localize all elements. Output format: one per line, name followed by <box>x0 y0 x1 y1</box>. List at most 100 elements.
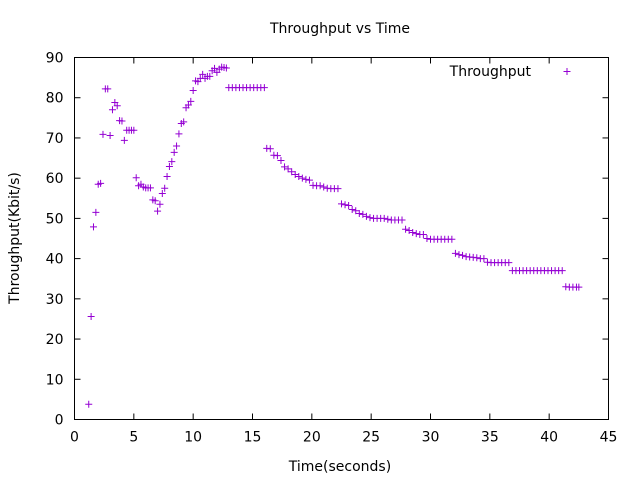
data-point <box>206 72 214 80</box>
data-point <box>305 176 313 184</box>
data-point <box>419 230 427 238</box>
y-tick-label: 40 <box>46 252 64 268</box>
x-tick-label: 10 <box>184 430 202 446</box>
y-tick-label: 30 <box>46 292 64 308</box>
data-point <box>132 174 140 182</box>
data-point <box>281 163 289 171</box>
y-axis-label: Throughput(Kbit/s) <box>7 172 23 305</box>
data-point <box>291 171 299 179</box>
legend-marker-glyph <box>563 68 571 75</box>
data-point <box>170 148 178 156</box>
data-point <box>455 251 463 259</box>
data-point <box>163 173 171 181</box>
data-point <box>108 106 116 114</box>
x-tick-label: 5 <box>129 430 138 446</box>
data-point <box>158 189 166 197</box>
data-point <box>320 183 328 191</box>
data-point <box>352 207 360 215</box>
data-point <box>187 97 195 105</box>
data-point <box>316 182 324 190</box>
data-point <box>106 132 114 140</box>
x-tick-label: 20 <box>303 430 321 446</box>
data-point <box>451 249 459 257</box>
data-point <box>222 64 230 72</box>
data-point <box>359 210 367 218</box>
data-point <box>366 214 374 222</box>
data-point <box>173 142 181 150</box>
data-point <box>180 118 188 126</box>
data-point <box>89 223 97 231</box>
x-tick-label: 35 <box>481 430 499 446</box>
data-point <box>284 165 292 173</box>
data-point <box>345 202 353 210</box>
data-point <box>459 251 467 259</box>
data-point <box>288 168 296 176</box>
data-point <box>118 117 126 125</box>
data-point <box>405 226 413 234</box>
data-point <box>211 64 219 72</box>
x-tick-label: 45 <box>600 430 618 446</box>
data-point <box>302 175 310 183</box>
data-point <box>120 136 128 144</box>
y-tick-label: 70 <box>46 131 64 147</box>
data-point <box>161 184 169 192</box>
data-point <box>448 235 456 243</box>
data-point <box>362 212 370 220</box>
data-point <box>184 101 192 109</box>
data-point <box>384 215 392 223</box>
data-point <box>130 126 138 134</box>
y-tick-label: 90 <box>46 51 64 67</box>
data-point <box>85 400 93 408</box>
data-point <box>97 179 105 187</box>
data-point <box>402 225 410 233</box>
data-point <box>355 210 363 218</box>
data-point <box>480 255 488 263</box>
y-tick-label: 80 <box>46 91 64 107</box>
data-point <box>104 85 112 93</box>
throughput-series <box>85 63 583 408</box>
x-tick-label: 0 <box>70 430 79 446</box>
x-tick-label: 40 <box>540 430 558 446</box>
x-axis-ticks: 0 5 10 15 20 25 30 35 40 45 <box>70 57 618 446</box>
data-point <box>165 163 173 171</box>
x-tick-label: 15 <box>244 430 262 446</box>
data-point <box>423 235 431 242</box>
data-point <box>146 184 154 192</box>
data-point <box>189 86 197 94</box>
x-axis-label: Time(seconds) <box>288 459 391 475</box>
data-point <box>277 156 285 164</box>
data-point <box>154 207 162 215</box>
legend-marker-throughput <box>563 68 571 75</box>
data-point <box>266 145 274 153</box>
data-point <box>199 70 207 78</box>
y-tick-label: 50 <box>46 211 64 227</box>
y-tick-label: 10 <box>46 372 64 388</box>
y-tick-label: 20 <box>46 332 64 348</box>
data-point <box>156 200 164 208</box>
data-point <box>168 158 176 166</box>
plot-frame <box>74 57 609 420</box>
data-point <box>409 228 417 236</box>
plot-axes <box>74 57 609 420</box>
data-point <box>92 208 100 216</box>
data-point <box>175 130 183 138</box>
data-point <box>473 254 481 262</box>
data-point <box>558 267 566 275</box>
data-point <box>338 200 345 208</box>
data-point <box>412 230 420 238</box>
legend-label-throughput: Throughput <box>449 64 532 80</box>
data-point <box>380 214 388 222</box>
data-point <box>398 216 406 224</box>
x-tick-label: 30 <box>422 430 440 446</box>
data-point <box>295 173 303 181</box>
y-tick-label: 60 <box>46 171 64 187</box>
data-point <box>348 206 356 214</box>
x-tick-label: 25 <box>362 430 380 446</box>
data-point <box>273 152 281 160</box>
chart-title: Throughput vs Time <box>269 21 410 37</box>
data-point <box>99 130 107 138</box>
data-point <box>298 174 306 182</box>
y-tick-label: 0 <box>55 413 64 429</box>
data-point <box>341 201 349 209</box>
